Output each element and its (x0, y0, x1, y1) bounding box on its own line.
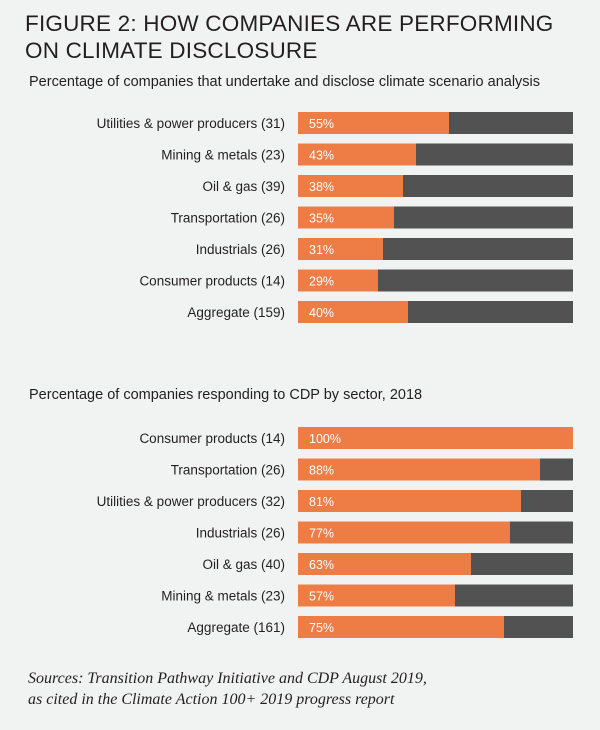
source-line-1: Sources: Transition Pathway Initiative a… (28, 670, 427, 687)
value-label: 40% (309, 306, 334, 320)
bar-row-2-3: Industrials (26) 77% (196, 521, 573, 544)
bar-row-1-1: Mining & metals (23) 43% (161, 143, 573, 166)
source-note: Sources: Transition Pathway Initiative a… (28, 668, 568, 710)
category-label: Industrials (26) (196, 242, 285, 257)
bar-row-2-4: Oil & gas (40) 63% (202, 553, 573, 575)
bar-value (298, 584, 455, 607)
bar-row-1-2: Oil & gas (39) 38% (202, 175, 573, 197)
value-label: 77% (309, 527, 334, 541)
figure-title: FIGURE 2: HOW COMPANIES ARE PERFORMING O… (25, 10, 585, 64)
bar-value (298, 490, 521, 512)
bar-row-2-1: Transportation (26) 88% (171, 458, 573, 481)
source-line-2: as cited in the Climate Action 100+ 2019… (28, 691, 395, 708)
bar-value (298, 238, 383, 260)
category-label: Consumer products (14) (139, 274, 285, 289)
bar-value (298, 553, 471, 575)
value-label: 43% (309, 149, 334, 163)
bar-value (298, 112, 449, 134)
category-label: Utilities & power producers (32) (97, 494, 285, 509)
scenario-analysis-chart: Utilities & power producers (31) 55% Minin… (97, 112, 573, 323)
bar-row-1-6: Aggregate (159) 40% (187, 301, 573, 323)
category-label: Mining & metals (23) (161, 589, 285, 604)
category-label: Consumer products (14) (139, 431, 285, 446)
value-label: 55% (309, 117, 334, 131)
value-label: 75% (309, 621, 334, 635)
value-label: 38% (309, 180, 334, 194)
bar-row-1-5: Consumer products (14) 29% (139, 269, 573, 292)
value-label: 29% (309, 275, 334, 289)
bar-row-2-6: Aggregate (161) 75% (187, 616, 573, 638)
category-label: Transportation (26) (171, 463, 285, 478)
value-label: 88% (309, 464, 334, 478)
bar-row-2-5: Mining & metals (23) 57% (161, 584, 573, 607)
category-label: Aggregate (161) (187, 620, 285, 635)
bar-row-2-0: Consumer products (14) 100% (139, 427, 573, 449)
category-label: Utilities & power producers (31) (97, 116, 285, 131)
category-label: Transportation (26) (171, 211, 285, 226)
bar-row-2-2: Utilities & power producers (32) 81% (97, 490, 573, 512)
value-label: 81% (309, 495, 334, 509)
bar-value (298, 175, 403, 197)
bar-row-1-0: Utilities & power producers (31) 55% (97, 112, 573, 134)
value-label: 31% (309, 243, 334, 257)
category-label: Aggregate (159) (187, 305, 285, 320)
category-label: Oil & gas (39) (202, 179, 285, 194)
bar-value (298, 427, 573, 449)
category-label: Industrials (26) (196, 526, 285, 541)
category-label: Oil & gas (40) (202, 557, 285, 572)
bar-row-1-3: Transportation (26) 35% (171, 206, 573, 229)
bar-value (298, 269, 378, 292)
bar-value (298, 616, 504, 638)
value-label: 100% (309, 432, 341, 446)
bar-value (298, 301, 408, 323)
figure-title-line-2: ON CLIMATE DISCLOSURE (25, 38, 318, 63)
chart-1-title: Percentage of companies that undertake a… (29, 74, 541, 90)
chart-2-title: Percentage of companies responding to CD… (29, 387, 423, 403)
value-label: 35% (309, 212, 334, 226)
value-label: 57% (309, 590, 334, 604)
bar-value (298, 521, 510, 544)
bar-value (298, 206, 394, 229)
bar-row-1-4: Industrials (26) 31% (196, 238, 573, 260)
bar-value (298, 143, 416, 166)
bar-value (298, 458, 540, 481)
figure-title-line-1: FIGURE 2: HOW COMPANIES ARE PERFORMING (25, 11, 554, 36)
category-label: Mining & metals (23) (161, 148, 285, 163)
cdp-response-chart: Consumer products (14) 100% Transportation… (97, 427, 573, 638)
value-label: 63% (309, 558, 334, 572)
